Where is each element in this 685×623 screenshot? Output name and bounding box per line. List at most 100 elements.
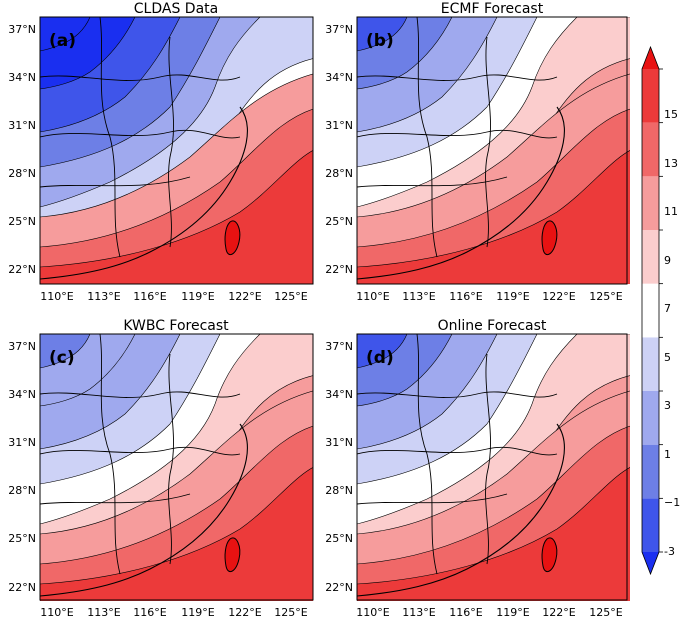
province-border — [40, 446, 241, 456]
colorbar-segment — [642, 391, 659, 445]
x-tick: 110°E — [40, 606, 73, 619]
contour-band — [357, 334, 408, 369]
province-border — [168, 36, 174, 248]
y-tick: 28°N — [8, 484, 36, 497]
y-axis-a: 37°N 34°N 31°N 28°N 25°N 22°N — [8, 23, 36, 276]
x-tick: 113°E — [402, 290, 435, 303]
province-border — [40, 493, 191, 505]
panel-title-d: Online Forecast — [438, 318, 547, 334]
colorbar-tick: 7 — [664, 302, 671, 315]
map-fill-d — [357, 334, 630, 601]
colorbar-tick: −1 — [664, 496, 680, 509]
y-tick: 34°N — [325, 71, 353, 84]
province-border — [416, 334, 438, 575]
y-tick: 34°N — [325, 388, 353, 401]
y-tick: 28°N — [8, 167, 36, 180]
coastline — [40, 423, 248, 597]
y-tick: 25°N — [8, 215, 36, 228]
y-tick: 31°N — [325, 436, 353, 449]
colorbar-tick: 15 — [664, 108, 678, 121]
map-fill-c — [40, 334, 313, 601]
contour-band — [40, 150, 313, 284]
panel-label-b: (b) — [366, 31, 394, 51]
x-tick: 125°E — [589, 606, 622, 619]
y-tick: 22°N — [8, 581, 36, 594]
y-tick: 37°N — [8, 340, 36, 353]
colorbar-segment — [642, 122, 659, 177]
y-axis-b: 37°N 34°N 31°N 28°N 25°N 22°N — [325, 23, 353, 276]
colorbar-segment — [642, 444, 659, 499]
colorbar-segment — [642, 337, 659, 391]
province-border — [357, 391, 558, 398]
x-tick: 122°E — [228, 290, 261, 303]
colorbar — [641, 45, 663, 576]
colorbar-extend-low — [642, 552, 659, 574]
province-border — [357, 176, 508, 188]
y-tick: 25°N — [325, 215, 353, 228]
y-tick: 37°N — [325, 23, 353, 36]
y-tick: 22°N — [325, 581, 353, 594]
contour-band — [357, 150, 630, 284]
taiwan-island — [541, 220, 558, 256]
taiwan-island — [224, 537, 241, 573]
colorbar-tick: 9 — [664, 254, 671, 267]
x-tick: 119°E — [181, 606, 214, 619]
x-tick: 116°E — [133, 290, 166, 303]
panel-c: (c) — [39, 333, 314, 601]
x-tick: 116°E — [133, 606, 166, 619]
x-tick: 119°E — [181, 290, 214, 303]
colorbar-segment — [642, 498, 659, 552]
y-tick: 28°N — [325, 167, 353, 180]
y-tick: 34°N — [8, 71, 36, 84]
province-border — [485, 353, 491, 565]
x-tick: 122°E — [542, 290, 575, 303]
y-axis-c: 37°N 34°N 31°N 28°N 25°N 22°N — [8, 340, 36, 594]
y-tick: 34°N — [8, 388, 36, 401]
x-tick: 119°E — [496, 290, 529, 303]
x-tick: 113°E — [87, 290, 120, 303]
colorbar-segment — [642, 69, 659, 123]
province-border — [99, 334, 121, 575]
coastline — [40, 106, 248, 280]
colorbar-labels: -3 −1 1 3 5 7 9 11 13 15 — [664, 108, 680, 558]
x-tick: 113°E — [87, 606, 120, 619]
province-border — [99, 17, 121, 258]
contour-band — [40, 334, 91, 369]
x-tick: 110°E — [356, 290, 389, 303]
y-tick: 25°N — [325, 532, 353, 545]
panel-label-d: (d) — [366, 348, 394, 368]
province-border — [40, 391, 241, 398]
x-tick: 119°E — [496, 606, 529, 619]
colorbar-segment — [642, 283, 659, 338]
colorbar-tick: 11 — [664, 205, 678, 218]
contour-band — [40, 467, 313, 601]
x-tick: 125°E — [589, 290, 622, 303]
y-tick: 37°N — [8, 23, 36, 36]
y-tick: 22°N — [325, 263, 353, 276]
panel-title-a: CLDAS Data — [134, 1, 218, 17]
coastline — [357, 423, 565, 597]
y-tick: 22°N — [8, 263, 36, 276]
y-tick: 37°N — [325, 340, 353, 353]
map-fill-b — [357, 17, 630, 284]
colorbar-tick: 3 — [664, 399, 671, 412]
x-tick: 110°E — [40, 290, 73, 303]
x-axis-b: 110°E 113°E 116°E 119°E 122°E 125°E — [356, 290, 622, 303]
taiwan-island — [224, 220, 241, 256]
colorbar-tick: -3 — [664, 545, 675, 558]
panel-label-c: (c) — [49, 348, 75, 368]
y-tick: 31°N — [8, 436, 36, 449]
x-axis-c: 110°E 113°E 116°E 119°E 122°E 125°E — [40, 606, 307, 619]
x-axis-a: 110°E 113°E 116°E 119°E 122°E 125°E — [40, 290, 307, 303]
colorbar-segment — [642, 176, 659, 230]
x-tick: 125°E — [274, 606, 307, 619]
map-fill-a — [40, 17, 313, 284]
x-tick: 125°E — [274, 290, 307, 303]
panel-d: (d) — [356, 333, 630, 601]
colorbar-tick: 1 — [664, 448, 671, 461]
x-tick: 122°E — [228, 606, 261, 619]
x-tick: 122°E — [542, 606, 575, 619]
province-border — [357, 74, 558, 81]
colorbar-extend-high — [642, 47, 659, 69]
